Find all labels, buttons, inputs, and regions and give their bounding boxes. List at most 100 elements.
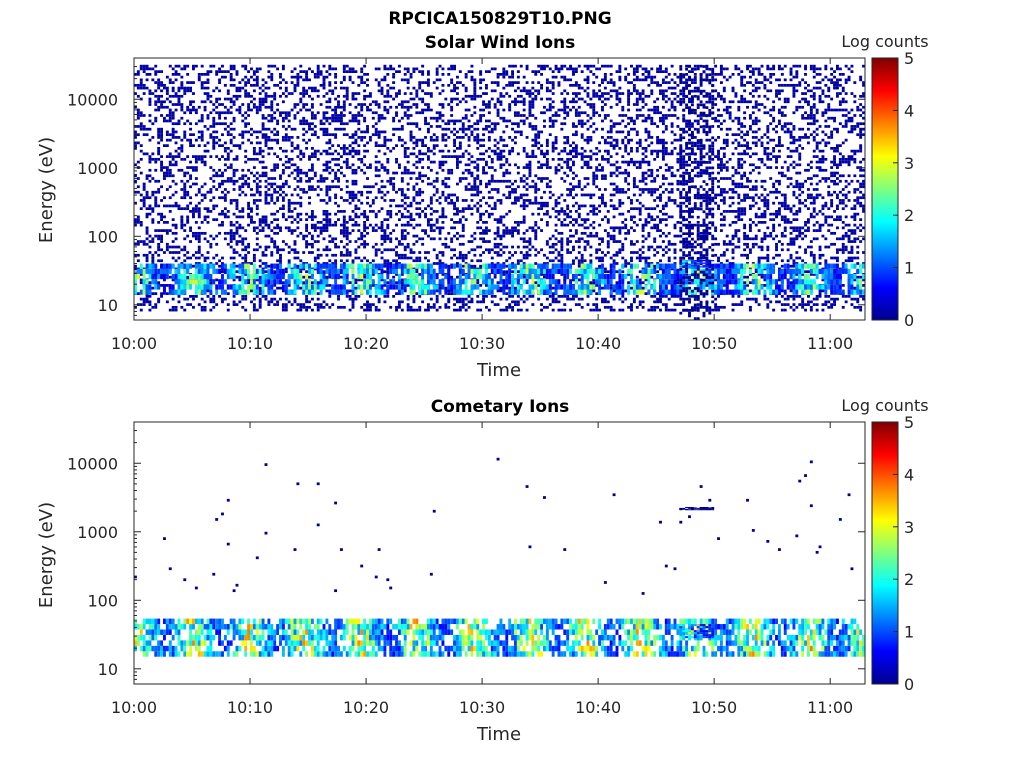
heatmap-cell (400, 215, 404, 219)
heatmap-cell (444, 215, 448, 219)
heatmap-cell (479, 226, 483, 230)
heatmap-cell (366, 242, 369, 246)
heatmap-cell (171, 130, 175, 134)
heatmap-cell (455, 136, 459, 139)
heatmap-cell (606, 231, 610, 235)
heatmap-cell (595, 256, 599, 260)
heatmap-cell (461, 215, 465, 219)
heatmap-cell (609, 78, 613, 82)
heatmap-cell (247, 108, 251, 112)
heatmap-cell (136, 116, 140, 120)
heatmap-cell (574, 144, 578, 148)
heatmap-cell (316, 248, 320, 252)
heatmap-cell (363, 308, 367, 312)
heatmap-cell (252, 103, 256, 106)
heatmap-cell (354, 119, 358, 123)
heatmap-cell (577, 152, 581, 156)
heatmap-cell (531, 86, 535, 90)
heatmap-cell (366, 94, 369, 98)
heatmap-cell (235, 157, 239, 161)
heatmap-cell (270, 240, 274, 243)
heatmap-cell (342, 127, 346, 131)
heatmap-cell (290, 215, 294, 219)
heatmap-cell (206, 81, 210, 84)
heatmap-cell (392, 171, 396, 175)
heatmap-cell (577, 303, 581, 306)
heatmap-cell (313, 116, 317, 120)
heatmap-cell (583, 218, 587, 221)
heatmap-cell (496, 97, 500, 101)
heatmap-cell (397, 119, 401, 123)
heatmap-cell (441, 83, 445, 87)
heatmap-cell (580, 133, 584, 137)
heatmap-cell (299, 267, 303, 271)
heatmap-cell (310, 308, 314, 312)
heatmap-cell (537, 89, 541, 93)
heatmap-cell (534, 136, 538, 139)
heatmap-cell (470, 264, 474, 268)
heatmap-cell (447, 127, 451, 131)
heatmap-cell (595, 303, 599, 306)
heatmap-cell (281, 78, 285, 82)
heatmap-cell (572, 160, 575, 164)
heatmap-cell (412, 147, 416, 150)
heatmap-cell (609, 234, 613, 238)
heatmap-cell (183, 223, 187, 227)
heatmap-cell (279, 286, 282, 290)
heatmap-cell (325, 160, 329, 164)
heatmap-cell (325, 303, 329, 306)
heatmap-cell (592, 278, 596, 282)
heatmap-cell (484, 83, 488, 87)
heatmap-cell (284, 242, 288, 246)
heatmap-cell (461, 259, 465, 263)
heatmap-cell (563, 275, 567, 279)
heatmap-cell (348, 281, 352, 285)
heatmap-cell (380, 223, 384, 227)
heatmap-cell (154, 103, 158, 106)
heatmap-cell (273, 111, 277, 115)
heatmap-cell (255, 185, 259, 189)
heatmap-cell (354, 141, 358, 145)
heatmap-cell (342, 133, 346, 137)
heatmap-cell (232, 223, 236, 227)
heatmap-cell (168, 308, 172, 312)
heatmap-cell (160, 234, 164, 238)
heatmap-cell (218, 138, 222, 142)
heatmap-cell (218, 174, 222, 178)
heatmap-cell (534, 196, 538, 200)
heatmap-cell (342, 78, 346, 82)
heatmap-cell (264, 190, 268, 194)
heatmap-cell (473, 83, 477, 87)
heatmap-cell (464, 199, 468, 202)
heatmap-cell (473, 177, 477, 180)
heatmap-cell (331, 223, 335, 227)
heatmap-cell (261, 251, 265, 254)
heatmap-cell (258, 220, 262, 224)
heatmap-cell (328, 305, 332, 309)
heatmap-cell (566, 166, 570, 169)
heatmap-cell (310, 237, 314, 241)
heatmap-cell (528, 166, 532, 169)
heatmap-cell (284, 182, 288, 186)
heatmap-cell (261, 114, 265, 117)
heatmap-cell (606, 114, 610, 117)
heatmap-cell (603, 215, 607, 219)
heatmap-cell (484, 119, 488, 123)
heatmap-cell (450, 240, 454, 243)
heatmap-cell (232, 171, 236, 175)
heatmap-cell (305, 245, 309, 249)
heatmap-cell (325, 100, 329, 104)
heatmap-cell (232, 64, 236, 68)
heatmap-cell (531, 105, 535, 109)
heatmap-cell (450, 100, 454, 104)
heatmap-cell (458, 305, 462, 309)
heatmap-cell (284, 133, 288, 137)
heatmap-cell (400, 105, 404, 109)
heatmap-cell (601, 240, 604, 243)
heatmap-cell (467, 207, 471, 211)
heatmap-cell (174, 103, 178, 106)
heatmap-cell (467, 300, 471, 304)
heatmap-cell (267, 119, 271, 123)
heatmap-cell (354, 240, 358, 243)
heatmap-cell (157, 259, 161, 263)
